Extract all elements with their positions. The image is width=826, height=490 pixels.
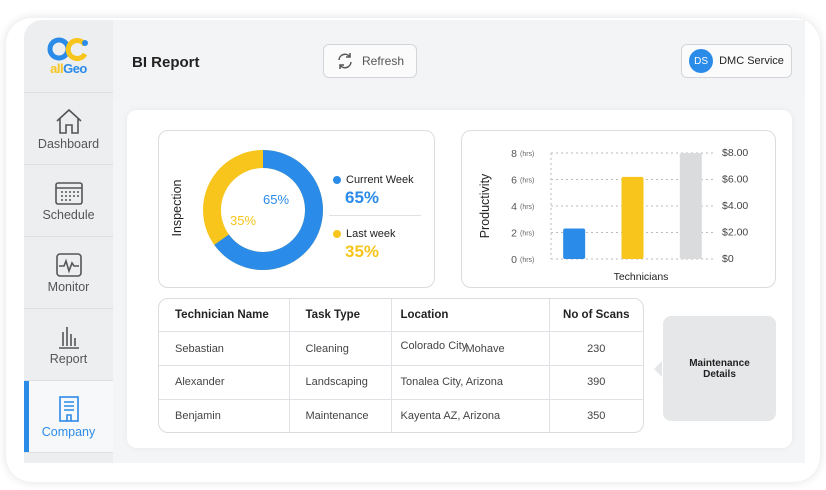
sidebar-item-label: Monitor (47, 279, 90, 294)
legend-value: 35% (345, 242, 380, 261)
y2-tick-label: $2.00 (722, 227, 748, 239)
donut-current-label: 65% (263, 192, 289, 207)
y-tick-unit: (hrs) (520, 204, 534, 211)
y-tick-label: 2 (511, 228, 517, 240)
legend-label: Current Week (346, 174, 414, 186)
sidebar-item-label: Company (41, 424, 96, 439)
logo-icon (47, 37, 88, 61)
cell-scans: 230 (548, 331, 643, 366)
refresh-label: Refresh (361, 54, 405, 68)
legend-dot-yellow-icon (333, 230, 341, 238)
maintenance-details-label: Maintenance Details (689, 357, 750, 380)
sidebar-item-company[interactable]: Company (24, 381, 113, 453)
logo-text-a: all (50, 60, 64, 76)
productivity-card: Productivity Technicians 0 (hrs) $0 2 (hrs) $… (461, 130, 776, 288)
table-header-row: Technician Name Task Type Location No of… (159, 299, 643, 333)
y-tick-unit: (hrs) (520, 178, 534, 185)
donut-last-label: 35% (230, 213, 256, 228)
column-header: Location (390, 299, 550, 333)
user-account-button[interactable]: DS DMC Service (681, 44, 792, 78)
legend-label: Last week (346, 228, 396, 240)
inspection-donut: 65% 35% (203, 150, 323, 270)
y2-tick-label: $8.00 (722, 147, 748, 159)
sidebar-item-label: Dashboard (37, 136, 100, 151)
avatar: DS (689, 49, 714, 73)
sidebar-item-schedule[interactable]: Schedule (24, 165, 113, 237)
sidebar: allGeo Dashboard Schedule Monitor Report… (24, 20, 113, 463)
column-header: Technician Name (159, 299, 290, 333)
y-tick-unit: (hrs) (520, 257, 534, 264)
inspection-title: Inspection (170, 179, 184, 237)
productivity-chart: Productivity Technicians 0 (hrs) $02 (hrs) $… (478, 147, 748, 283)
y-tick-label: 6 (511, 175, 517, 187)
refresh-icon (338, 53, 352, 69)
inspection-card: Inspection 65% 35% Current Week 65% Last… (158, 130, 435, 288)
cell-location: Tonalea City, Arizona (390, 364, 550, 400)
sidebar-item-report[interactable]: Report (24, 309, 113, 381)
sidebar-item-monitor[interactable]: Monitor (24, 237, 113, 309)
sidebar-item-dashboard[interactable]: Dashboard (24, 93, 113, 165)
bar (563, 228, 586, 259)
cell-technician: Sebastian (159, 331, 290, 366)
y2-tick-label: $0 (722, 253, 734, 265)
building-icon (58, 395, 79, 422)
cell-location: Kayenta AZ, Arizona (390, 398, 550, 432)
user-name: DMC Service (719, 55, 784, 67)
legend-dot-blue-icon (333, 176, 341, 184)
legend-value: 65% (345, 188, 380, 207)
refresh-button[interactable]: Refresh (323, 44, 417, 78)
cell-scans: 390 (548, 364, 643, 400)
sidebar-item-label: Report (49, 351, 88, 366)
location-text: Colorado City (400, 339, 468, 352)
x-axis-label: Technicians (614, 271, 669, 283)
cell-location: Colorado City Mohave (390, 331, 550, 366)
y-tick-label: 4 (511, 201, 517, 213)
home-icon (55, 108, 82, 134)
cell-technician: Alexander (159, 364, 290, 400)
y-tick-label: 0 (511, 254, 517, 266)
technician-table: Technician Name Task Type Location No of… (158, 298, 644, 433)
monitor-icon (55, 252, 82, 277)
cell-technician: Benjamin (159, 398, 290, 432)
legend-current-week: Current Week 65% (333, 174, 414, 208)
table-row[interactable]: Sebastian Cleaning Colorado City Mohave 2… (159, 331, 643, 366)
maintenance-details-button[interactable]: Maintenance Details (654, 316, 776, 421)
legend-last-week: Last week 35% (333, 228, 396, 262)
logo-text-b: Geo (63, 60, 87, 76)
donut-current-week-slice (203, 150, 323, 270)
logo: allGeo (24, 20, 113, 93)
table-row[interactable]: Alexander Landscaping Tonalea City, Ariz… (159, 364, 643, 400)
cell-task: Landscaping (288, 364, 392, 400)
location-overflow-text: Mohave (465, 343, 505, 356)
cell-task: Cleaning (288, 331, 392, 366)
y2-tick-label: $6.00 (722, 174, 748, 186)
legend-divider (329, 215, 421, 216)
y-tick-unit: (hrs) (520, 231, 534, 238)
y2-tick-label: $4.00 (722, 200, 748, 212)
column-header: No of Scans (548, 299, 643, 333)
y-axis-label: Productivity (478, 173, 492, 238)
page-title: BI Report (132, 54, 200, 71)
bar-chart-icon (58, 326, 79, 349)
header: BI Report Refresh DS DMC Service (113, 20, 805, 100)
y-tick-unit: (hrs) (520, 151, 534, 158)
cell-scans: 350 (548, 398, 643, 432)
calendar-icon (54, 181, 83, 205)
bar (679, 153, 702, 259)
bar (621, 176, 644, 259)
table-row[interactable]: Benjamin Maintenance Kayenta AZ, Arizona… (159, 398, 643, 432)
column-header: Task Type (288, 299, 392, 333)
y-tick-label: 8 (511, 148, 517, 160)
sidebar-item-label: Schedule (42, 207, 95, 222)
cell-task: Maintenance (288, 398, 392, 432)
